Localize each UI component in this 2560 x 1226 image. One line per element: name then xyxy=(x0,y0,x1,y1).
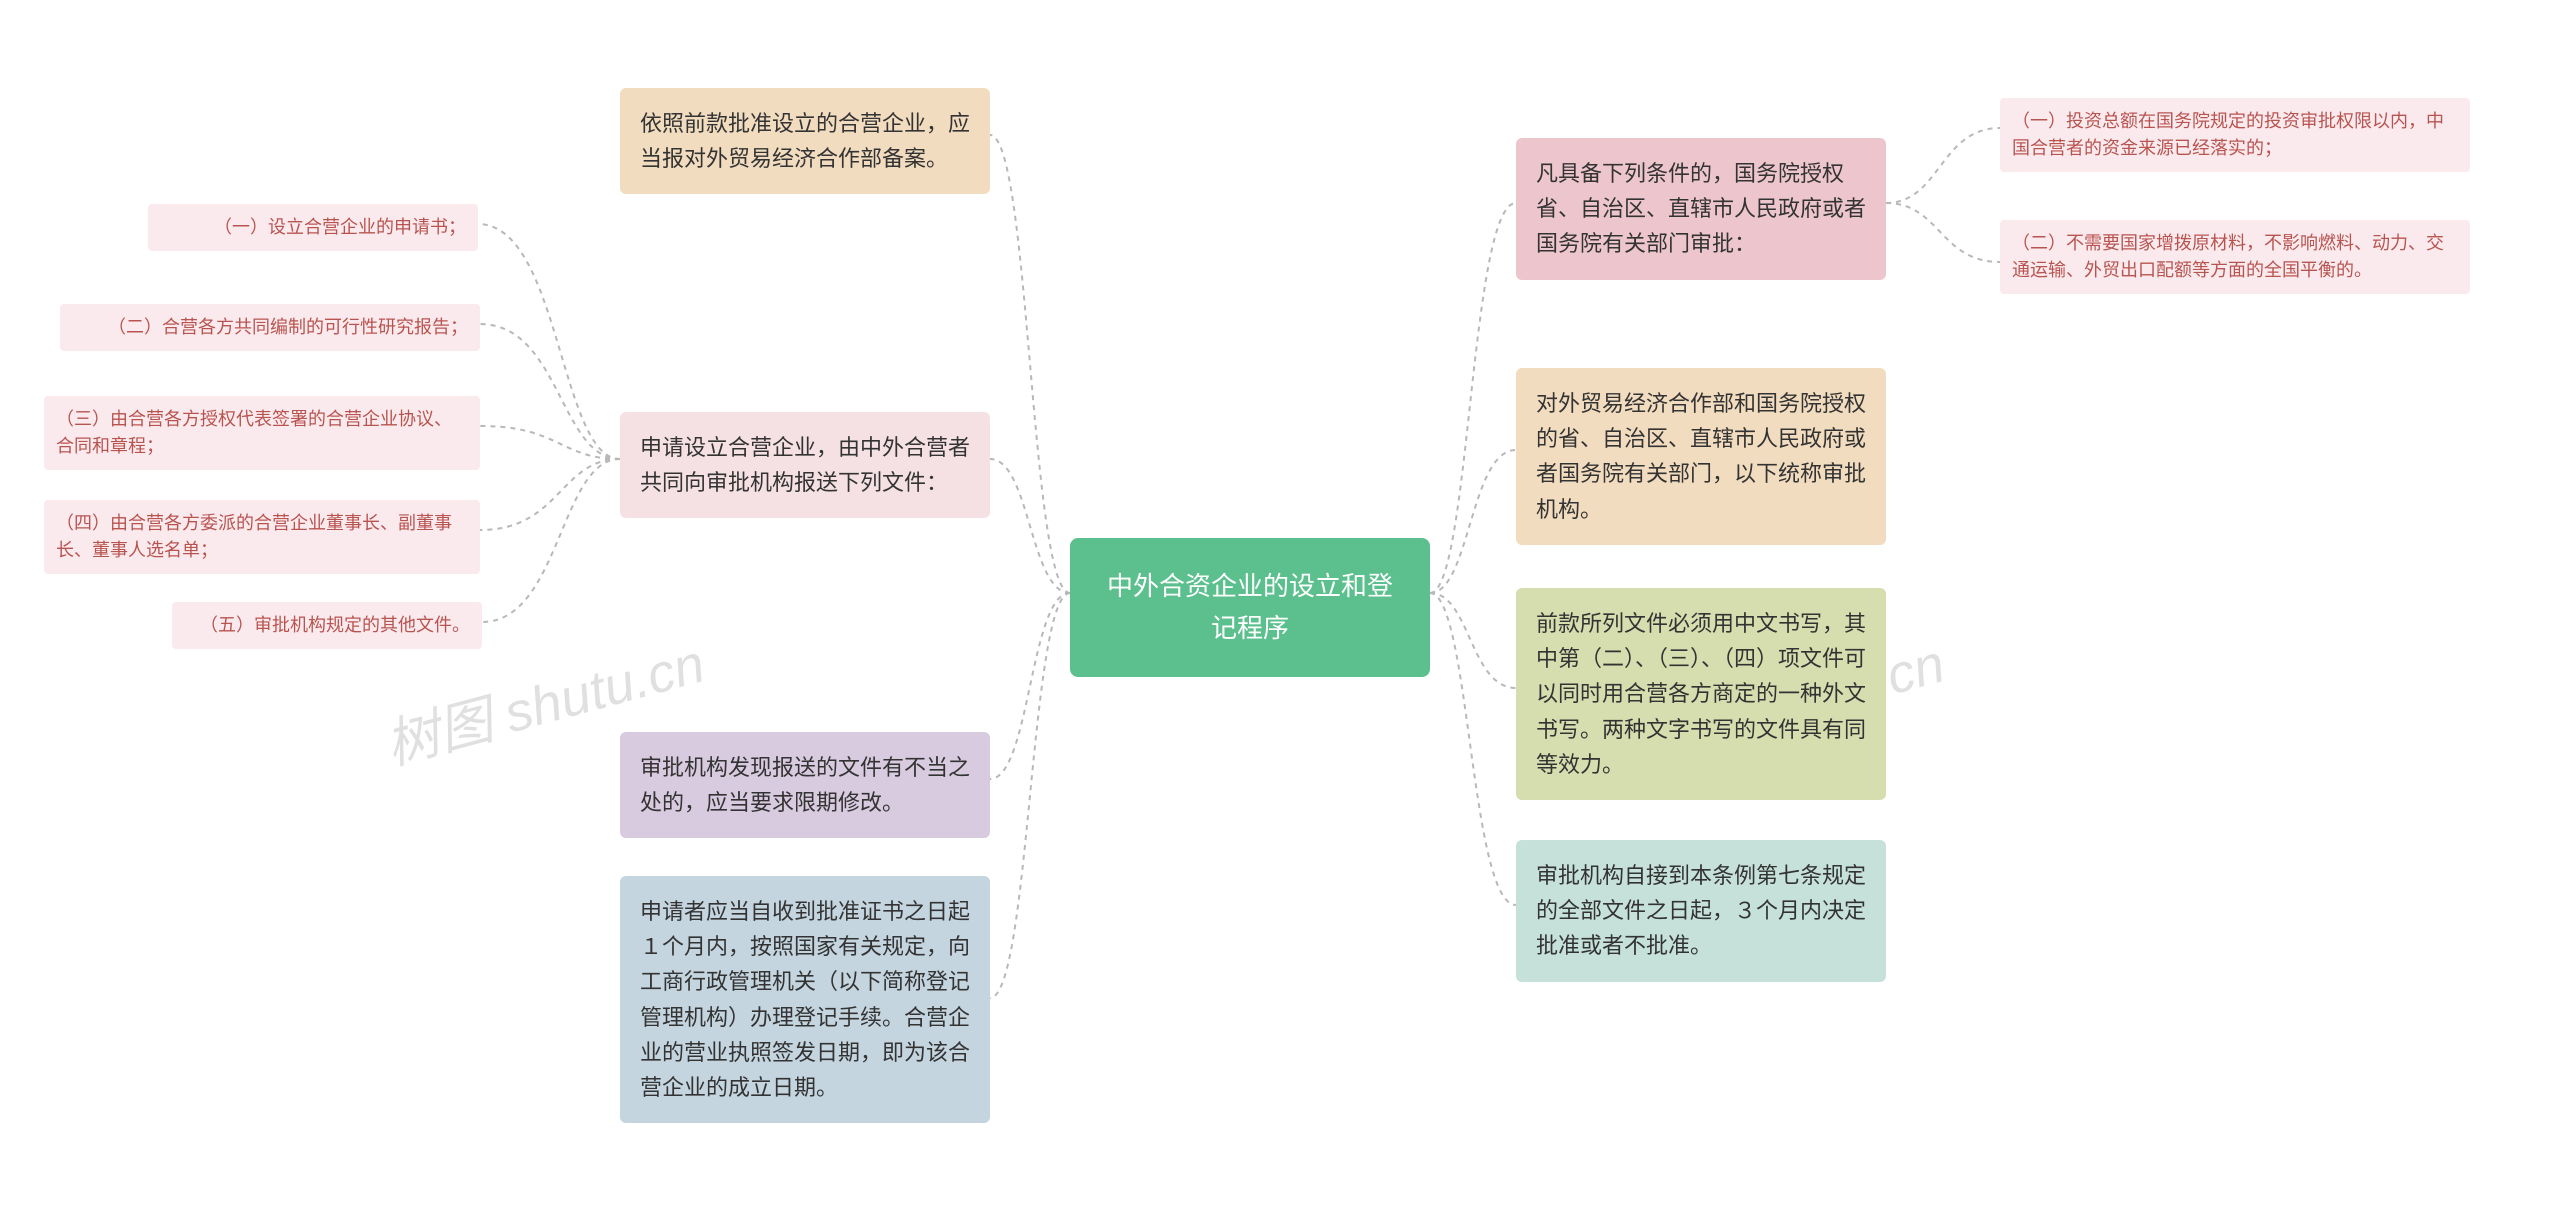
branch-left-3: 审批机构发现报送的文件有不当之处的，应当要求限期修改。 xyxy=(620,732,990,838)
branch-right-1: 凡具备下列条件的，国务院授权省、自治区、直辖市人民政府或者国务院有关部门审批： xyxy=(1516,138,1886,280)
leaf-r1-1: （一）投资总额在国务院规定的投资审批权限以内，中国合营者的资金来源已经落实的； xyxy=(2000,98,2470,172)
leaf-l2-5: （五）审批机构规定的其他文件。 xyxy=(172,602,482,649)
leaf-l2-3: （三）由合营各方授权代表签署的合营企业协议、合同和章程； xyxy=(44,396,480,470)
branch-right-4: 审批机构自接到本条例第七条规定的全部文件之日起，３个月内决定批准或者不批准。 xyxy=(1516,840,1886,982)
branch-right-3: 前款所列文件必须用中文书写，其中第（二）、（三）、（四）项文件可以同时用合营各方… xyxy=(1516,588,1886,800)
mindmap-root: 中外合资企业的设立和登记程序 xyxy=(1070,538,1430,677)
leaf-l2-1: （一）设立合营企业的申请书； xyxy=(148,204,478,251)
branch-left-4: 申请者应当自收到批准证书之日起１个月内，按照国家有关规定，向工商行政管理机关（以… xyxy=(620,876,990,1123)
leaf-l2-2: （二）合营各方共同编制的可行性研究报告； xyxy=(60,304,480,351)
branch-left-1: 依照前款批准设立的合营企业，应当报对外贸易经济合作部备案。 xyxy=(620,88,990,194)
branch-left-2: 申请设立合营企业，由中外合营者共同向审批机构报送下列文件： xyxy=(620,412,990,518)
leaf-l2-4: （四）由合营各方委派的合营企业董事长、副董事长、董事人选名单； xyxy=(44,500,480,574)
branch-right-2: 对外贸易经济合作部和国务院授权的省、自治区、直辖市人民政府或者国务院有关部门，以… xyxy=(1516,368,1886,545)
leaf-r1-2: （二）不需要国家增拨原材料，不影响燃料、动力、交通运输、外贸出口配额等方面的全国… xyxy=(2000,220,2470,294)
